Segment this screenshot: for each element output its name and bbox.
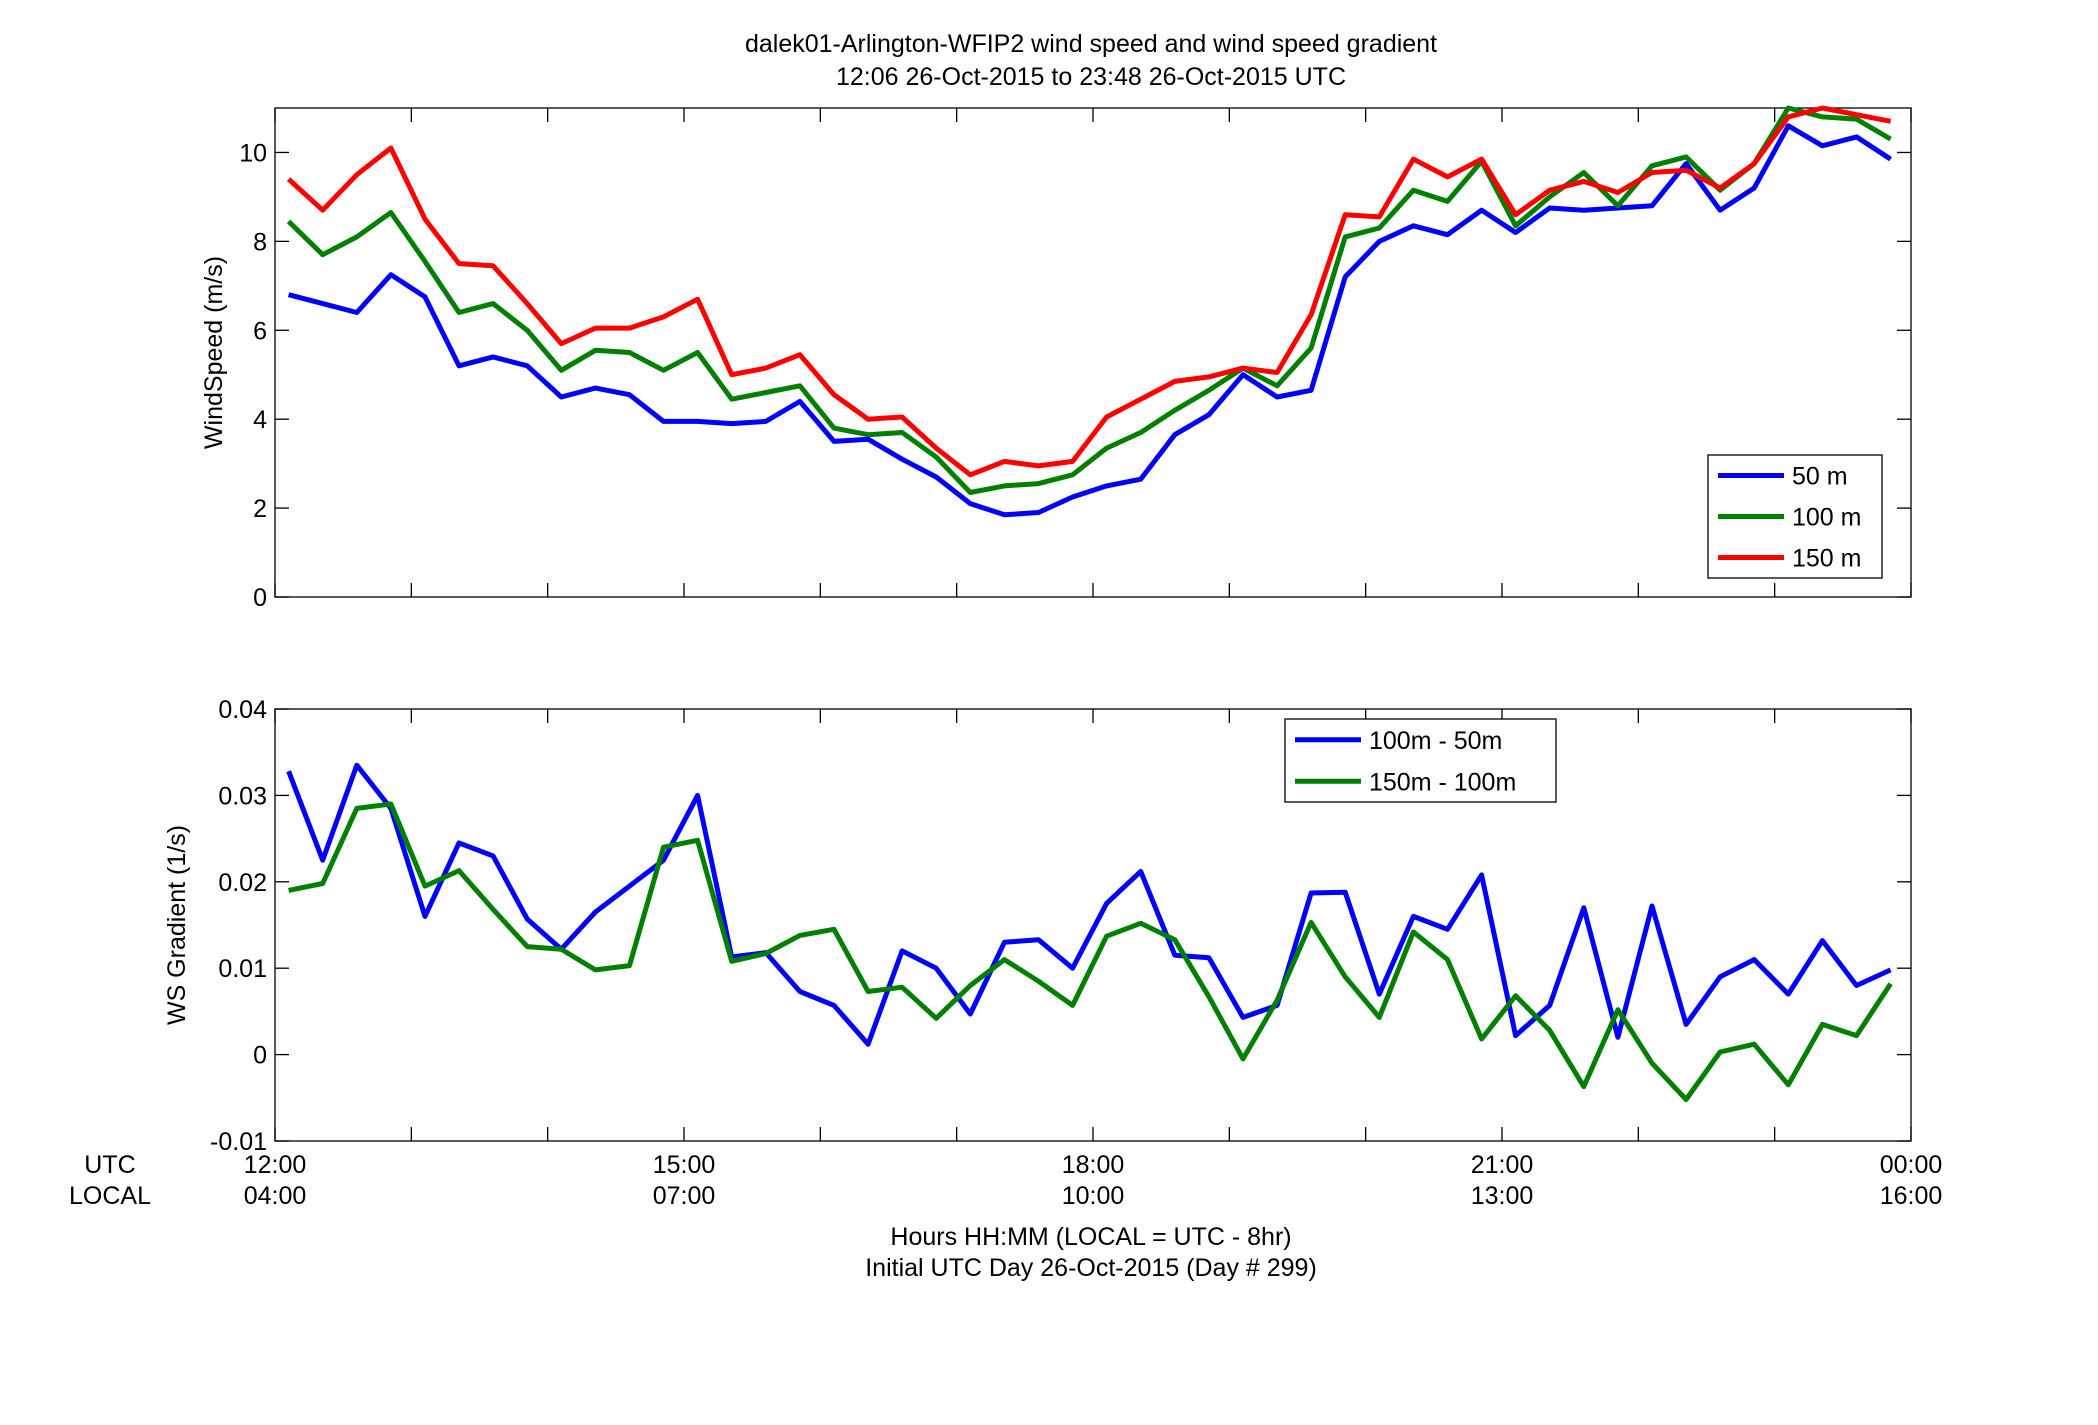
x-axis-label-line1: Hours HH:MM (LOCAL = UTC - 8hr) — [890, 1223, 1291, 1251]
x-axis-label-line2: Initial UTC Day 26-Oct-2015 (Day # 299) — [865, 1254, 1317, 1282]
legend-label: 100 m — [1792, 504, 1861, 532]
x-tick-label-local: 16:00 — [1880, 1182, 1943, 1210]
series-line-100m — [286, 105, 1892, 495]
y-tick-label: 0.04 — [218, 696, 267, 724]
x-tick-label-utc: 12:00 — [244, 1151, 307, 1179]
y-tick-label: -0.01 — [210, 1128, 267, 1156]
legend-label: 50 m — [1792, 463, 1848, 491]
local-row-label: LOCAL — [69, 1182, 151, 1210]
x-tick-label-local: 07:00 — [653, 1182, 716, 1210]
figure-title-line2: 12:06 26-Oct-2015 to 23:48 26-Oct-2015 U… — [836, 63, 1346, 91]
series-line-50m — [287, 123, 1892, 518]
gradient-plot: -0.01 0 0.01 0.02 0.03 0.04 WS Gradient (1/s) 1… — [163, 696, 1912, 1156]
y-tick-label: 4 — [253, 406, 267, 434]
x-tick-label-utc: 15:00 — [653, 1151, 716, 1179]
legend-label: 150 m — [1792, 545, 1861, 573]
legend: 50 m 100 m 150 m — [1707, 454, 1883, 579]
x-tick-label-local: 04:00 — [244, 1182, 307, 1210]
y-tick-label: 2 — [253, 495, 267, 523]
x-tick-label-utc: 00:00 — [1880, 1151, 1943, 1179]
y-axis-label: WindSpeed (m/s) — [200, 256, 228, 449]
series-line-150m — [286, 105, 1892, 478]
legend-label: 150m - 100m — [1369, 768, 1516, 796]
x-tick-label-local: 13:00 — [1471, 1182, 1534, 1210]
y-tick-label: 6 — [253, 317, 267, 345]
axes-frame — [274, 107, 1912, 598]
legend-label: 100m - 50m — [1369, 727, 1502, 755]
figure-title-line1: dalek01-Arlington-WFIP2 wind speed and w… — [745, 30, 1437, 58]
windspeed-plot: 0 2 4 6 8 10 WindSpeed (m/s) 50 m 100 m 150 m — [200, 105, 1912, 612]
y-tick-label: 0.02 — [218, 869, 267, 897]
utc-row-label: UTC — [84, 1151, 135, 1179]
x-tick-label-local: 10:00 — [1062, 1182, 1125, 1210]
legend: 100m - 50m 150m - 100m — [1284, 718, 1557, 803]
y-tick-label: 0 — [253, 1042, 267, 1070]
x-tick-labels: 12:00 04:00 15:00 07:00 18:00 10:00 21:00 13:00… — [244, 1151, 1943, 1210]
y-tick-label: 0 — [253, 584, 267, 612]
y-axis-label: WS Gradient (1/s) — [163, 825, 191, 1025]
y-tick-label: 10 — [239, 139, 267, 167]
series-line-150m-100m — [288, 801, 1893, 1102]
y-tick-label: 0.03 — [218, 782, 267, 810]
y-tick-label: 0.01 — [218, 955, 267, 983]
y-tick-label: 8 — [253, 228, 267, 256]
x-tick-label-utc: 18:00 — [1062, 1151, 1125, 1179]
x-tick-label-utc: 21:00 — [1471, 1151, 1534, 1179]
legend-box — [1284, 718, 1557, 803]
